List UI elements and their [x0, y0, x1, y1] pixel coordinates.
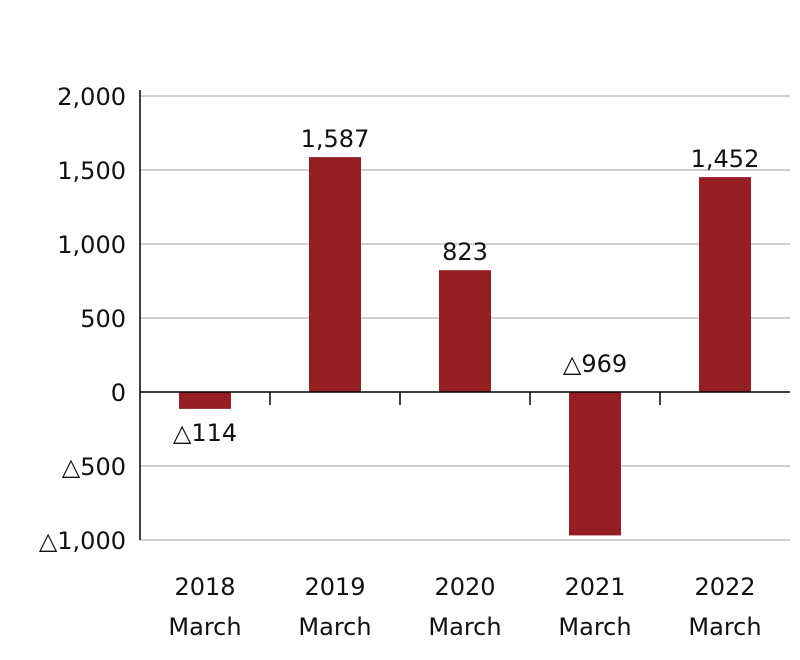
- category-label: 2022: [694, 573, 755, 601]
- category-label: 2018: [174, 573, 235, 601]
- category-labels: 2018 March 2019 March 2020 March 2021 March 2022…: [168, 573, 761, 641]
- y-tick-label: 1,500: [57, 157, 126, 185]
- category-label: 2020: [434, 573, 495, 601]
- y-tick-label: 2,000: [57, 83, 126, 111]
- y-tick-label: △1,000: [39, 527, 126, 555]
- y-tick-label: 0: [111, 379, 126, 407]
- data-label: 1,452: [691, 145, 760, 173]
- bar: [309, 157, 361, 392]
- category-label: March: [688, 613, 761, 641]
- y-tick-labels: 2,000 1,500 1,000 500 0 △500 △1,000: [39, 83, 126, 555]
- category-label: March: [428, 613, 501, 641]
- gridlines: [140, 95, 790, 541]
- category-label: 2021: [564, 573, 625, 601]
- bar: [569, 392, 621, 536]
- category-label: March: [558, 613, 631, 641]
- y-tick-label: 1,000: [57, 231, 126, 259]
- data-label: 823: [442, 238, 488, 266]
- category-label: March: [168, 613, 241, 641]
- category-label: 2019: [304, 573, 365, 601]
- bars: [179, 157, 751, 536]
- data-label: △969: [563, 350, 627, 378]
- y-tick-label: 500: [80, 305, 126, 333]
- y-tick-label: △500: [62, 453, 126, 481]
- data-label: 1,587: [301, 125, 370, 153]
- bar: [179, 392, 231, 409]
- axes: [139, 90, 790, 540]
- data-labels: △114 1,587 823 △969 1,452: [173, 125, 759, 447]
- bar: [699, 177, 751, 392]
- data-label: △114: [173, 419, 237, 447]
- category-label: March: [298, 613, 371, 641]
- bar: [439, 270, 491, 392]
